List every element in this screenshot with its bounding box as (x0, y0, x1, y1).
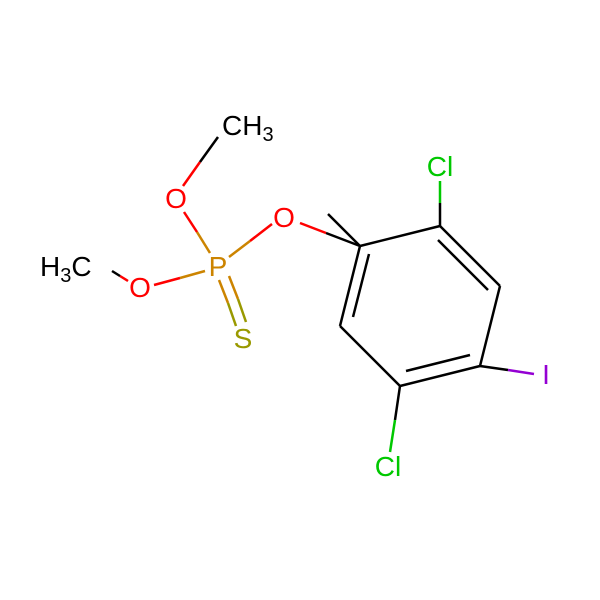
bond-c-o-aryl-b (300, 223, 326, 233)
ring-bond (480, 286, 500, 366)
bond-p-s-2b (238, 299, 246, 322)
label-i: I (542, 359, 550, 390)
ring-bond (340, 326, 400, 386)
ring-bond (440, 226, 500, 286)
bond-o-ch3-top-b (200, 137, 218, 162)
bond-p-o-top-b (184, 212, 197, 232)
bond-o-p-aryl-a (250, 224, 272, 241)
bond-o-p-aryl-b (229, 241, 250, 257)
bond-p-o-left-b (154, 278, 180, 285)
molecule-diagram: CH3 O H3C O P S O Cl I Cl (0, 0, 600, 600)
bond-o-ch3-left-b (112, 271, 120, 276)
label-h3c-left: H3C (40, 251, 92, 287)
label-p: P (209, 251, 228, 282)
bond-p-o-top-a (197, 232, 210, 253)
bond-o-ch3-left-a (120, 276, 128, 281)
ring-bond (360, 226, 440, 246)
bond-c-i-b (508, 370, 534, 374)
label-o-aryl: O (273, 202, 295, 233)
label-cl-bot: Cl (375, 451, 401, 482)
label-cl-top: Cl (427, 151, 453, 182)
bond-c-i-a (480, 366, 508, 370)
label-s: S (234, 323, 253, 354)
label-ch3-top: CH3 (222, 110, 274, 146)
bond-c-cl-bot-a (395, 386, 400, 420)
bond-p-s-2a (229, 276, 238, 299)
ring-bond-inner (406, 355, 470, 371)
label-o-top: O (165, 183, 187, 214)
label-o-left: O (129, 272, 151, 303)
ring-bond (340, 246, 360, 326)
bond-p-o-left-a (180, 271, 205, 278)
bond-c-cl-bot-b (390, 420, 395, 452)
 (296, 214, 328, 221)
bond-p-s-1a (219, 280, 228, 303)
